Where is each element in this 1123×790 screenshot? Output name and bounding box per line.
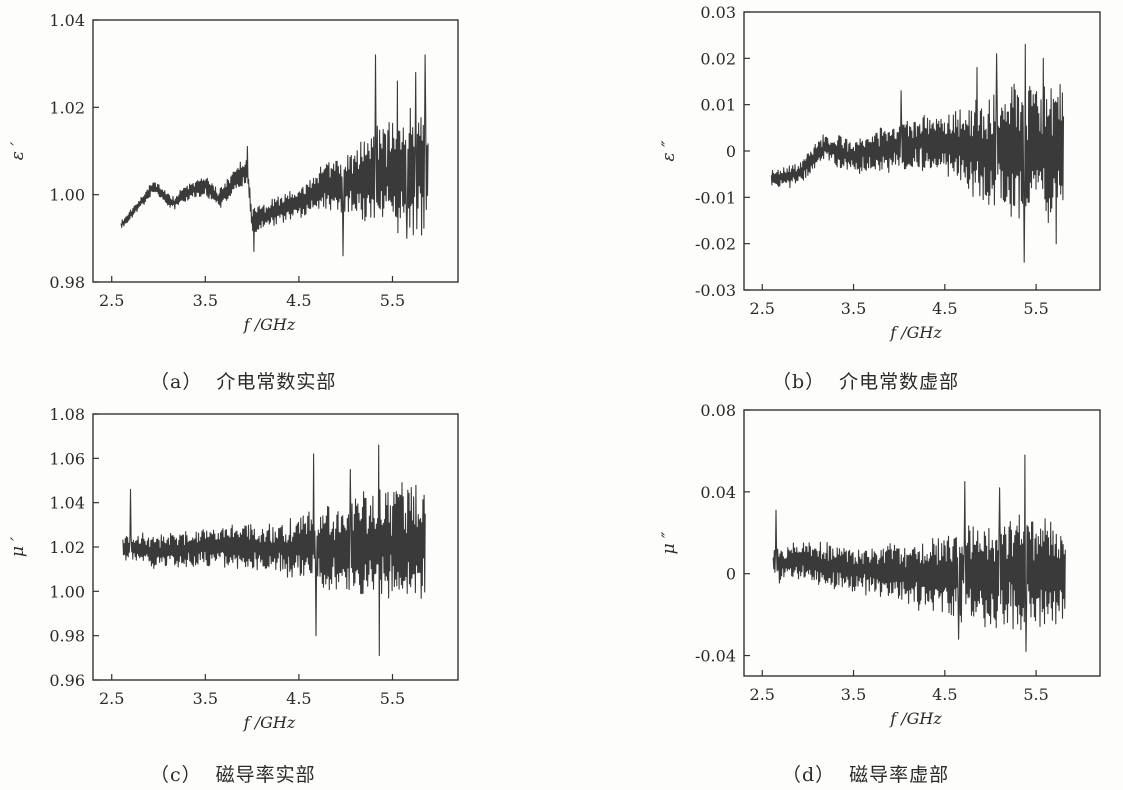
y-tick-label-c: 0.96	[49, 671, 85, 690]
plot-frame-a	[92, 19, 459, 283]
x-axis-label-a: f /GHz	[243, 315, 296, 334]
caption-a-text: 介电常数实部	[216, 371, 337, 393]
x-tick-label-c: 5.5	[380, 689, 405, 708]
caption-c-text: 磁导率实部	[215, 764, 316, 786]
chart-d: 2.5 3.5 4.5 5.5 -0.04 0 0.04 0.08 f /GHz μ ″	[659, 401, 1101, 728]
y-tick-label-c: 1.08	[49, 405, 85, 424]
y-tick-label-b: 0.02	[700, 49, 736, 68]
x-tick-label-b: 4.5	[932, 299, 957, 318]
caption-b-label: （b）	[772, 371, 826, 393]
x-axis-label-d: f /GHz	[889, 709, 942, 728]
y-axis-label-a: ε ′	[8, 142, 28, 161]
y-tick-label-b: 0.03	[700, 3, 736, 22]
x-tick-label-a: 3.5	[193, 291, 218, 310]
y-tick-label-a: 1.00	[49, 186, 85, 205]
y-tick-label-a: 1.04	[49, 11, 85, 30]
y-tick-label-b: -0.02	[695, 235, 736, 254]
y-tick-label-c: 1.02	[49, 538, 85, 557]
x-tick-label-c: 2.5	[99, 689, 124, 708]
x-axis-label-c: f /GHz	[243, 713, 296, 732]
x-axis-label-b: f /GHz	[889, 323, 942, 342]
x-tick-label-b: 2.5	[750, 299, 775, 318]
y-tick-label-b: 0	[726, 142, 736, 161]
caption-a-label: （a）	[150, 371, 203, 393]
caption-b: （b） 介电常数虚部	[772, 367, 959, 394]
caption-b-text: 介电常数虚部	[839, 371, 960, 393]
x-tick-label-a: 2.5	[99, 291, 124, 310]
caption-a: （a） 介电常数实部	[150, 367, 336, 394]
y-tick-label-c: 0.98	[49, 627, 85, 646]
y-tick-label-c: 1.00	[49, 582, 85, 601]
caption-d-label: （d）	[782, 764, 836, 786]
x-tick-label-d: 5.5	[1023, 685, 1048, 704]
y-tick-label-d: 0.04	[700, 483, 736, 502]
x-tick-label-d: 4.5	[932, 685, 957, 704]
y-tick-label-a: 1.02	[49, 98, 85, 117]
y-tick-label-d: 0	[726, 565, 736, 584]
y-tick-label-b: -0.01	[695, 188, 736, 207]
chart-c: 2.5 3.5 4.5 5.5 0.96 0.98 1.00 1.02 1.04 1.06 1.08…	[8, 405, 459, 732]
series-line-c	[122, 444, 426, 657]
x-tick-label-d: 3.5	[841, 685, 866, 704]
x-tick-label-c: 4.5	[286, 689, 311, 708]
y-axis-label-d: μ ″	[659, 531, 679, 554]
caption-d-text: 磁导率虚部	[849, 764, 950, 786]
series-line-b	[770, 43, 1065, 263]
x-tick-label-a: 5.5	[380, 291, 405, 310]
plot-frame-d	[743, 409, 1101, 677]
y-axis-label-c: μ ′	[8, 537, 28, 557]
chart-a: 2.5 3.5 4.5 5.5 0.98 1.00 1.02 1.04 f /GHz ε ′	[8, 11, 459, 334]
y-tick-label-c: 1.04	[49, 494, 85, 513]
y-axis-label-b: ε ″	[659, 140, 679, 162]
x-tick-label-b: 3.5	[841, 299, 866, 318]
y-tick-label-d: 0.08	[700, 401, 736, 420]
y-tick-label-b: -0.03	[695, 281, 736, 300]
caption-d: （d） 磁导率虚部	[782, 760, 949, 787]
x-tick-label-c: 3.5	[193, 689, 218, 708]
caption-c-label: （c）	[150, 764, 202, 786]
series-line-d	[772, 454, 1066, 652]
y-tick-label-d: -0.04	[695, 647, 736, 666]
chart-b: 2.5 3.5 4.5 5.5 -0.03 -0.02 -0.01 0 0.01 0.02 0.03…	[659, 3, 1101, 342]
x-tick-label-b: 5.5	[1023, 299, 1048, 318]
x-tick-label-d: 2.5	[750, 685, 775, 704]
y-tick-label-a: 0.98	[49, 273, 85, 292]
y-tick-label-b: 0.01	[700, 96, 736, 115]
series-line-a	[120, 54, 429, 257]
x-tick-label-a: 4.5	[286, 291, 311, 310]
y-tick-label-c: 1.06	[49, 449, 85, 468]
caption-c: （c） 磁导率实部	[150, 760, 316, 787]
